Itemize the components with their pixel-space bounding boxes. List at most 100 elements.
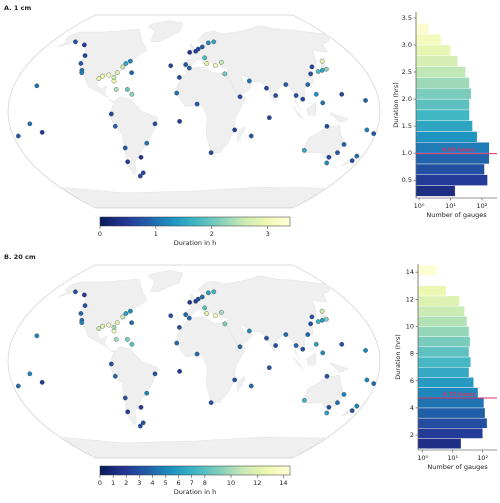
colorbar xyxy=(99,465,291,476)
colorbar-tick-label: 1 xyxy=(111,479,115,487)
gauge-dot xyxy=(324,123,330,129)
y-tick-label: 1.0 xyxy=(402,149,412,157)
gauge-dot xyxy=(324,373,330,379)
hist-bar xyxy=(417,316,468,327)
gauge-dot xyxy=(208,150,214,156)
hist-bar xyxy=(417,336,471,348)
reference-label: 0.99 hours xyxy=(442,148,476,154)
gauge-dot xyxy=(176,325,182,330)
y-tick-label: 2 xyxy=(410,431,414,439)
gauge-dot xyxy=(273,343,279,348)
gauge-dot xyxy=(320,100,326,106)
gauge-dot xyxy=(177,368,182,374)
gauge-dot xyxy=(140,170,146,176)
gauge-dot xyxy=(301,397,307,403)
hist-bar xyxy=(417,295,460,307)
colorbar-tick-label: 12 xyxy=(253,479,261,487)
gauge-dot xyxy=(364,127,370,133)
gauge-dot xyxy=(125,409,131,415)
gauge-dot xyxy=(371,381,377,386)
gauge-dot xyxy=(202,55,208,61)
gauge-dot xyxy=(308,71,314,77)
gauge-dot xyxy=(248,383,254,389)
gauge-dot xyxy=(122,395,128,401)
hist-bar xyxy=(415,55,458,67)
gauge-dot xyxy=(341,392,347,397)
gauge-dot xyxy=(79,70,85,76)
gauge-dot xyxy=(324,410,330,416)
gauge-dot xyxy=(129,91,135,97)
gauge-dot xyxy=(319,67,325,73)
gauge-dot xyxy=(324,160,330,166)
gauge-dot xyxy=(187,49,193,55)
gauge-dot xyxy=(219,309,224,315)
gauge-dot xyxy=(204,61,210,66)
land xyxy=(306,352,317,366)
x-tick-label: 10⁰ xyxy=(417,454,428,462)
y-tick-label: 3.0 xyxy=(402,41,412,49)
hist-bar xyxy=(415,12,420,24)
gauge-dot xyxy=(138,154,144,160)
gauge-dot xyxy=(123,311,129,316)
gauge-dot xyxy=(300,96,306,102)
hist-bar xyxy=(417,346,470,358)
gauge-dot xyxy=(339,91,345,97)
gauge-dot xyxy=(128,58,133,64)
land xyxy=(291,355,304,370)
gauge-dot xyxy=(174,90,180,96)
colorbar-tick-label: 3 xyxy=(266,230,270,238)
colorbar-tick-label: 5 xyxy=(163,479,167,487)
gauge-dot xyxy=(137,173,143,179)
gauge-dot xyxy=(371,131,377,136)
gauge-dot xyxy=(319,308,325,314)
gauge-dot xyxy=(246,328,252,334)
gauge-dot xyxy=(194,101,200,107)
gauge-dot xyxy=(96,76,102,81)
gauge-dot xyxy=(349,158,355,164)
gauge-dot xyxy=(111,75,117,80)
land xyxy=(306,102,317,116)
gauge-dot xyxy=(315,319,321,324)
gauge-dot xyxy=(323,316,329,322)
gauge-dot xyxy=(113,87,119,92)
gauge-dot xyxy=(138,404,144,410)
hist-bar xyxy=(415,98,470,111)
gauge-dot xyxy=(129,70,135,76)
gauge-dot xyxy=(326,404,332,410)
gauge-dot xyxy=(81,292,87,298)
colorbar-tick-label: 4 xyxy=(150,479,154,487)
gauge-dot xyxy=(168,313,174,319)
gauge-dot xyxy=(122,145,128,151)
gauge-dot xyxy=(111,325,117,330)
hist-bar xyxy=(417,265,438,276)
gauge-dot xyxy=(82,53,88,58)
colorbar-tick-label: 3 xyxy=(137,479,141,487)
land xyxy=(147,20,183,43)
hist-bar xyxy=(417,377,474,388)
gauge-dot xyxy=(106,322,112,328)
gauge-dot xyxy=(222,321,228,327)
gauge-dot xyxy=(266,115,272,121)
gauge-dot xyxy=(283,332,289,337)
gauge-dot xyxy=(205,290,211,296)
gauge-dot xyxy=(112,373,118,379)
gauge-dot xyxy=(78,311,84,316)
gauge-dot xyxy=(195,46,201,52)
gauge-dot xyxy=(248,133,254,139)
gauge-dot xyxy=(100,323,105,329)
hist-bar xyxy=(415,77,470,89)
gauge-dot xyxy=(326,154,332,160)
gauge-dot xyxy=(27,371,33,377)
colorbar-tick-label: 14 xyxy=(279,479,287,487)
hist-bar xyxy=(417,428,483,439)
gauge-dot xyxy=(232,127,238,133)
hist-bar xyxy=(415,131,478,143)
x-tick-label: 10⁰ xyxy=(414,202,425,210)
gauge-dot xyxy=(79,320,85,326)
reference-label: 4.73 hours xyxy=(443,392,477,398)
gauge-dot xyxy=(213,313,218,319)
gauge-dot xyxy=(364,377,370,383)
land xyxy=(59,436,328,458)
hist-bar xyxy=(415,152,490,165)
